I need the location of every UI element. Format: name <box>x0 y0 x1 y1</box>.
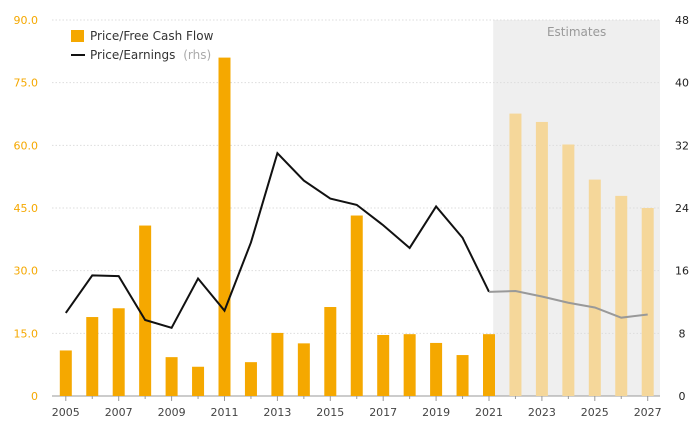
bar-2023 <box>535 121 548 396</box>
left-axis-tick-label: 45.0 <box>14 202 39 215</box>
left-axis-tick-label: 30.0 <box>14 265 39 278</box>
right-axis-tick-label: 16 <box>675 265 689 278</box>
legend-label-price-earnings: Price/Earnings <box>90 48 175 62</box>
bar-2021 <box>483 334 495 396</box>
bar-2014 <box>297 343 310 396</box>
bar-2008 <box>139 225 152 396</box>
price-earnings-line <box>64 151 490 330</box>
svg-text:Price/Earnings (rhs): Price/Earnings (rhs) <box>90 48 211 62</box>
bar-2015 <box>324 307 337 396</box>
legend-label-rhs: (rhs) <box>183 48 211 62</box>
bar-2026 <box>615 195 628 396</box>
left-axis-tick-label: 60.0 <box>14 139 39 152</box>
x-axis-tick-label: 2019 <box>422 406 450 419</box>
bar-2024 <box>562 144 575 396</box>
bar-2009 <box>165 357 178 396</box>
left-axis-tick-label: 15.0 <box>14 327 39 340</box>
bar-2019 <box>430 342 443 396</box>
x-axis-tick-label: 2015 <box>316 406 344 419</box>
x-axis-tick-label: 2023 <box>528 406 556 419</box>
right-axis-tick-label: 24 <box>675 202 689 215</box>
bar-2018 <box>403 334 416 396</box>
right-axis-tick-label: 8 <box>679 327 686 340</box>
x-axis-tick-label: 2025 <box>581 406 609 419</box>
bar-2022 <box>509 113 522 397</box>
x-axis-tick-label: 2013 <box>263 406 291 419</box>
bar-2020 <box>456 355 469 396</box>
bar-2007 <box>112 308 125 396</box>
bar-2010 <box>192 366 205 396</box>
bar-2011 <box>218 57 231 396</box>
bar-series <box>59 57 654 397</box>
right-axis: 0 8 16 24 32 40 48 <box>675 14 689 403</box>
left-axis-tick-label: 90.0 <box>14 14 39 27</box>
legend-swatch-price-fcf <box>71 30 84 42</box>
left-axis-tick-label: 75.0 <box>14 77 39 90</box>
right-axis-tick-label: 32 <box>675 139 689 152</box>
bar-2006 <box>86 317 99 396</box>
line-series <box>64 151 648 330</box>
left-axis: 0 15.0 30.0 45.0 60.0 75.0 90.0 <box>14 14 39 403</box>
bar-2017 <box>377 335 390 396</box>
bar-2013 <box>271 332 284 396</box>
x-axis-tick-label: 2009 <box>158 406 186 419</box>
x-axis: 2005 2007 2009 2011 2013 2015 2017 2019 2021 2023… <box>52 396 662 419</box>
bar-2012 <box>244 362 257 396</box>
x-axis-tick-label: 2007 <box>105 406 133 419</box>
bar-2025 <box>588 179 601 396</box>
x-axis-tick-label: 2027 <box>634 406 662 419</box>
legend: Price/Free Cash Flow Price/Earnings (rhs… <box>71 29 214 62</box>
bar-2005 <box>59 350 72 396</box>
bar-2027 <box>641 208 654 396</box>
right-axis-tick-label: 0 <box>679 390 686 403</box>
price-earnings-estimate-line <box>488 290 648 319</box>
bar-2016 <box>350 215 363 396</box>
right-axis-tick-label: 48 <box>675 14 689 27</box>
right-axis-tick-label: 40 <box>675 77 689 90</box>
x-axis-tick-label: 2011 <box>211 406 239 419</box>
left-axis-tick-label: 0 <box>31 390 38 403</box>
estimates-label: Estimates <box>547 25 606 39</box>
x-axis-tick-label: 2021 <box>475 406 503 419</box>
x-axis-tick-label: 2005 <box>52 406 80 419</box>
legend-label-price-fcf: Price/Free Cash Flow <box>90 29 214 43</box>
x-axis-tick-label: 2017 <box>369 406 397 419</box>
